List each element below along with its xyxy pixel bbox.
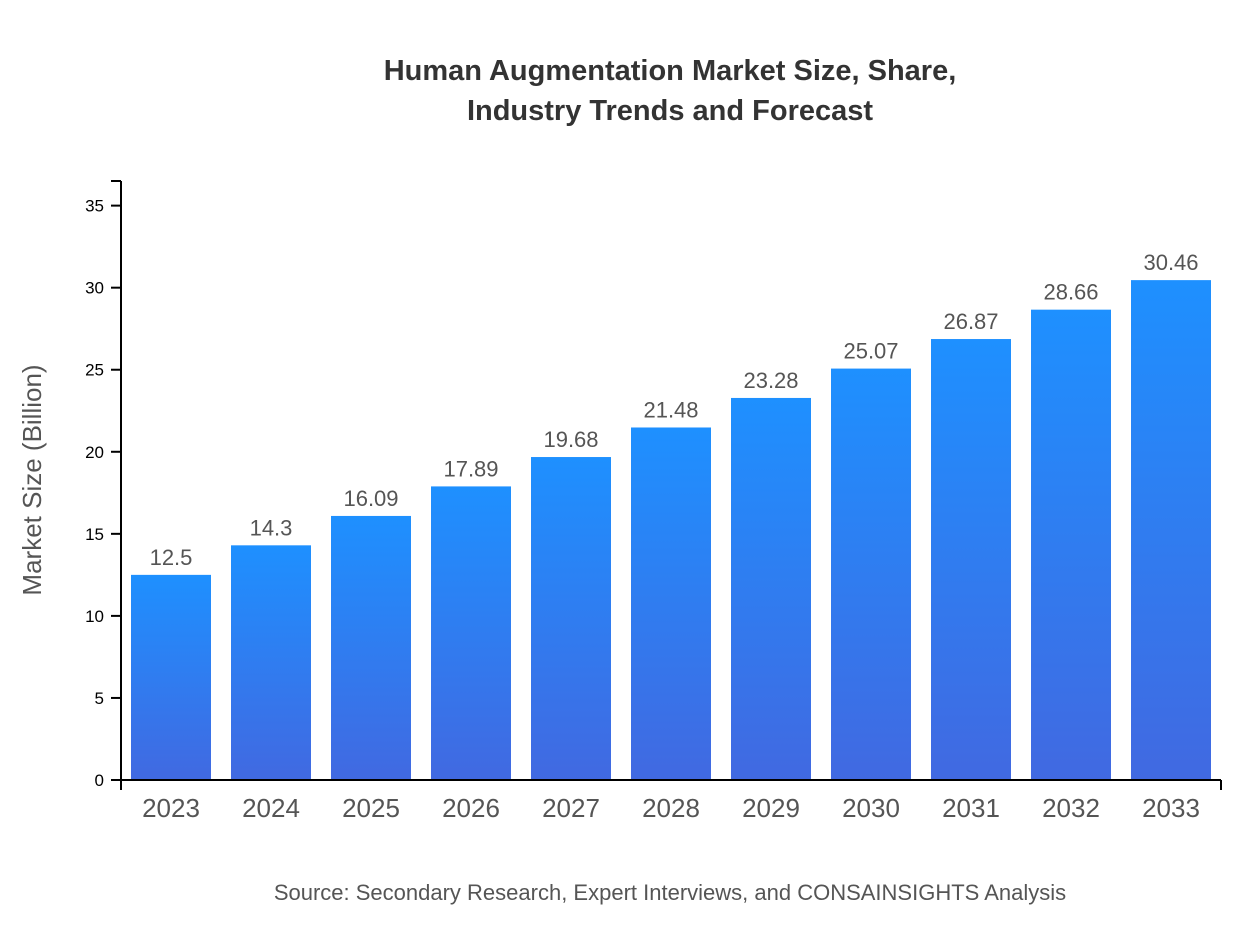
data-label-2029: 23.28 [743,368,798,393]
bar-2024 [231,545,311,780]
data-label-2031: 26.87 [943,309,998,334]
source-note: Source: Secondary Research, Expert Inter… [274,880,1066,905]
data-label-2032: 28.66 [1043,280,1098,305]
x-tick-label-2033: 2033 [1142,793,1200,823]
bar-2031 [931,339,1011,780]
y-tick-label-10: 10 [85,607,104,626]
y-tick-label-35: 35 [85,197,104,216]
bar-2028 [631,427,711,780]
x-tick-label-2029: 2029 [742,793,800,823]
bar-2029 [731,397,811,780]
bar-2027 [531,457,611,780]
bar-2025 [331,515,411,780]
y-tick-label-20: 20 [85,443,104,462]
chart-title-line-2: Industry Trends and Forecast [467,95,873,127]
x-tick-label-2025: 2025 [342,793,400,823]
data-label-2027: 19.68 [543,427,598,452]
y-tick-label-30: 30 [85,279,104,298]
x-tick-label-2024: 2024 [242,793,300,823]
data-label-2023: 12.5 [150,545,193,570]
y-tick-label-5: 5 [95,689,104,708]
x-tick-label-2026: 2026 [442,793,500,823]
bars-group: 12.5 14.3 16.09 17.89 19.68 21.48 23.28 25.07 26… [131,250,1211,780]
data-label-2024: 14.3 [250,515,293,540]
x-tick-label-2032: 2032 [1042,793,1100,823]
chart-title-line-1: Human Augmentation Market Size, Share, [384,55,957,87]
bar-2030 [831,368,911,780]
bar-2023 [131,574,211,780]
y-axis-label: Market Size (Billion) [17,364,47,595]
data-label-2026: 17.89 [443,456,498,481]
data-label-2030: 25.07 [843,339,898,364]
x-tick-label-2027: 2027 [542,793,600,823]
y-tick-label-15: 15 [85,525,104,544]
y-tick-label-25: 25 [85,361,104,380]
bar-2032 [1031,309,1111,780]
bar-2033 [1131,280,1211,780]
data-label-2028: 21.48 [643,397,698,422]
y-tick-label-0: 0 [95,771,104,790]
x-axis: 2023 2024 2025 2026 2027 2028 2029 2030 2031 2032… [120,779,1222,823]
x-tick-label-2031: 2031 [942,793,1000,823]
x-tick-label-2030: 2030 [842,793,900,823]
x-tick-label-2023: 2023 [142,793,200,823]
y-axis: 0 5 10 15 20 25 30 35 [85,180,122,790]
data-label-2025: 16.09 [343,486,398,511]
data-label-2033: 30.46 [1143,250,1198,275]
x-tick-label-2028: 2028 [642,793,700,823]
bar-2026 [431,486,511,780]
